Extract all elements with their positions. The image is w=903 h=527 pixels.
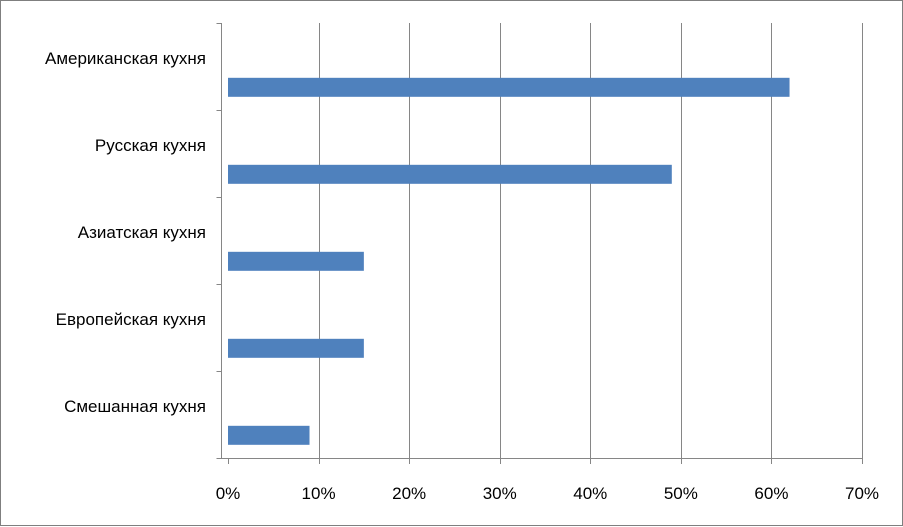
x-tick-label: 10% — [302, 484, 336, 503]
bar-2 — [228, 164, 672, 184]
bar-1 — [228, 77, 790, 97]
x-tick-label: 50% — [664, 484, 698, 503]
axes — [216, 23, 863, 464]
x-tick-label: 30% — [483, 484, 517, 503]
x-tick-label: 40% — [573, 484, 607, 503]
bar-5 — [228, 425, 310, 445]
bar-4 — [228, 338, 364, 358]
category-label: Американская кухня — [45, 49, 206, 68]
bar-3 — [228, 251, 364, 271]
category-label: Европейская кухня — [56, 310, 206, 329]
category-label: Смешанная кухня — [64, 397, 206, 416]
x-tick-label: 0% — [216, 484, 241, 503]
category-label: Русская кухня — [95, 136, 206, 155]
bars — [228, 77, 790, 445]
category-label: Азиатская кухня — [78, 223, 206, 242]
labels: Американская кухня Русская кухня Азиатская… — [45, 49, 879, 503]
x-tick-label: 20% — [392, 484, 426, 503]
x-tick-label: 70% — [845, 484, 879, 503]
x-tick-label: 60% — [754, 484, 788, 503]
